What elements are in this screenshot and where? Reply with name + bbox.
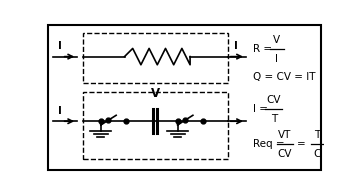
Text: I =: I =	[253, 104, 271, 114]
Text: CV: CV	[266, 95, 281, 105]
Text: R =: R =	[253, 44, 275, 54]
Text: Req =: Req =	[253, 139, 288, 149]
Text: CV: CV	[278, 149, 292, 159]
Text: C: C	[314, 149, 321, 159]
Text: I: I	[58, 106, 62, 116]
Text: I: I	[275, 54, 278, 64]
Text: I: I	[234, 41, 238, 51]
Text: V: V	[150, 87, 160, 100]
Text: Q = CV = IT: Q = CV = IT	[253, 72, 315, 82]
Text: T: T	[271, 114, 277, 124]
Text: I: I	[58, 41, 62, 51]
Text: VT: VT	[278, 130, 292, 140]
Text: T: T	[314, 130, 320, 140]
Text: V: V	[273, 35, 280, 45]
Text: =: =	[297, 139, 306, 149]
